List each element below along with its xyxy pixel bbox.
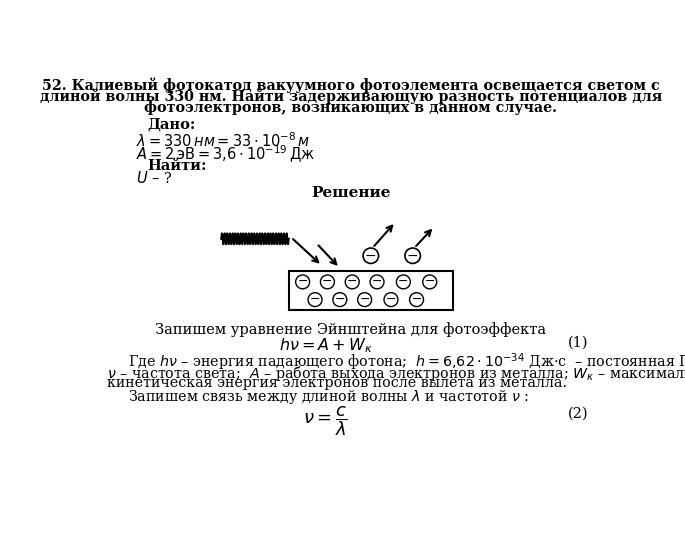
Text: −: − bbox=[411, 293, 422, 306]
Text: 52. Калиевый фотокатод вакуумного фотоэлемента освещается светом с: 52. Калиевый фотокатод вакуумного фотоэл… bbox=[42, 77, 660, 93]
Text: −: − bbox=[297, 276, 308, 288]
Text: −: − bbox=[360, 293, 370, 306]
Text: $\nu$ – частота света;  $A$ – работа выхода электронов из металла; $W_{\kappa}$ : $\nu$ – частота света; $A$ – работа выхо… bbox=[108, 363, 685, 382]
Text: Найти:: Найти: bbox=[148, 159, 207, 173]
Text: $A = 2\,\mathit{\text{эВ}} = 3{,}6 \cdot 10^{-19}\,\mathit{\text{Дж}}$: $A = 2\,\mathit{\text{эВ}} = 3{,}6 \cdot… bbox=[136, 144, 315, 165]
Text: −: − bbox=[334, 293, 345, 306]
Text: $h\nu = A + W_{\kappa}$: $h\nu = A + W_{\kappa}$ bbox=[279, 336, 373, 354]
Text: Где $h\nu$ – энергия падающего фотона;  $h = 6{,}62 \cdot 10^{-34}$ Дж·с  – пост: Где $h\nu$ – энергия падающего фотона; $… bbox=[128, 351, 685, 373]
Text: $\nu = \dfrac{c}{\lambda}$: $\nu = \dfrac{c}{\lambda}$ bbox=[303, 404, 348, 438]
Text: $\lambda = 330\,\mathit{нм} = 33 \cdot 10^{-8}\,\mathit{м}$: $\lambda = 330\,\mathit{нм} = 33 \cdot 1… bbox=[136, 131, 310, 150]
Text: (2): (2) bbox=[567, 406, 588, 421]
Text: −: − bbox=[347, 276, 358, 288]
Text: −: − bbox=[398, 276, 409, 288]
Text: −: − bbox=[407, 249, 419, 263]
Text: фотоэлектронов, возникающих в данном случае.: фотоэлектронов, возникающих в данном слу… bbox=[144, 100, 557, 115]
Text: Запишем уравнение Эйнштейна для фотоэффекта: Запишем уравнение Эйнштейна для фотоэффе… bbox=[155, 322, 546, 337]
Text: длиной волны 330 нм. Найти задерживающую разность потенциалов для: длиной волны 330 нм. Найти задерживающую… bbox=[40, 89, 662, 104]
Text: −: − bbox=[372, 276, 382, 288]
Text: −: − bbox=[425, 276, 435, 288]
Text: −: − bbox=[322, 276, 333, 288]
Text: −: − bbox=[365, 249, 377, 263]
Text: Решение: Решение bbox=[311, 187, 390, 201]
Text: (1): (1) bbox=[567, 336, 588, 350]
Text: −: − bbox=[386, 293, 396, 306]
Text: −: − bbox=[310, 293, 321, 306]
Text: Запишем связь между длиной волны $\lambda$ и частотой $\nu$ :: Запишем связь между длиной волны $\lambd… bbox=[128, 388, 530, 406]
Text: $U$ – ?: $U$ – ? bbox=[136, 170, 173, 186]
Text: кинетическая энергия электронов после вылета из металла.: кинетическая энергия электронов после вы… bbox=[108, 376, 567, 390]
Bar bbox=[288, 271, 453, 310]
Text: Дано:: Дано: bbox=[148, 118, 196, 132]
